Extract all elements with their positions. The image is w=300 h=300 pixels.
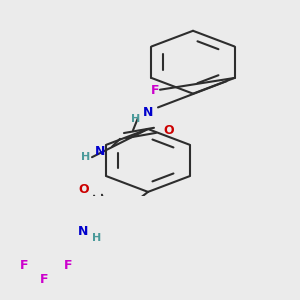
Text: F: F <box>40 272 48 286</box>
Text: N: N <box>78 225 88 238</box>
Text: N: N <box>95 146 105 158</box>
Text: H: H <box>131 114 141 124</box>
Text: F: F <box>20 260 28 272</box>
Text: O: O <box>79 183 89 196</box>
Text: F: F <box>151 84 159 97</box>
Text: H: H <box>81 152 91 162</box>
Text: H: H <box>92 233 102 243</box>
Text: F: F <box>64 260 72 272</box>
Text: O: O <box>164 124 174 137</box>
Text: N: N <box>143 106 153 119</box>
